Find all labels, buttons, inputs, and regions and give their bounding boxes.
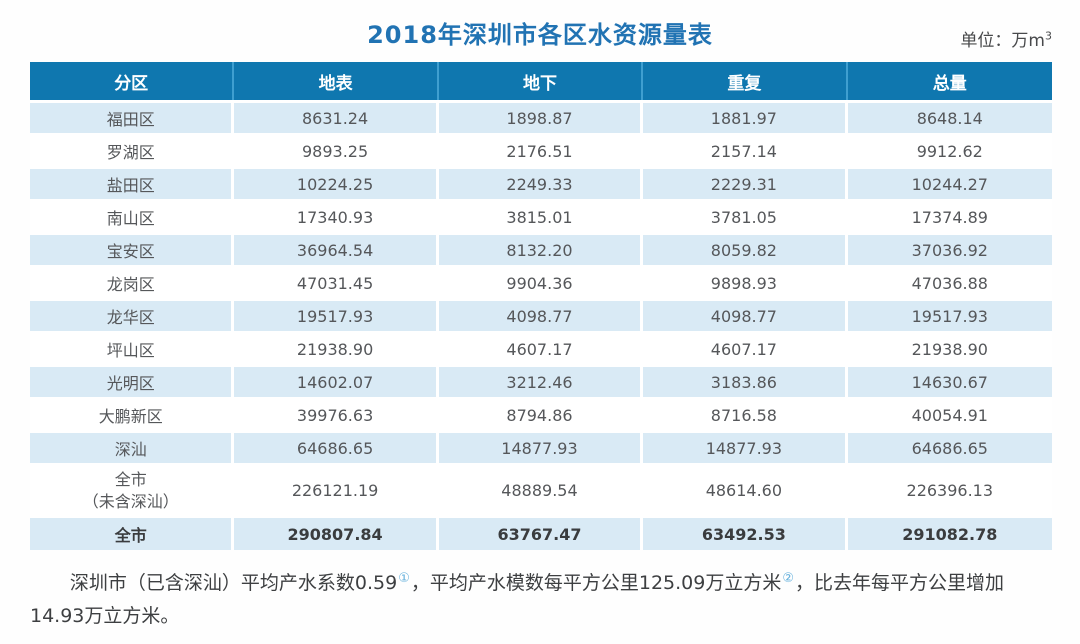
table-row: 福田区 8631.24 1898.87 1881.97 8648.14 [30,100,1052,133]
district-cell: 全市 [30,515,235,551]
page-title: 2018年深圳市各区水资源量表 [367,21,713,49]
table-row: 坪山区 21938.90 4607.17 4607.17 21938.90 [30,331,1052,364]
district-cell: 全市 （未含深汕） [30,463,235,516]
value-cell: 17340.93 [234,199,439,232]
table-row: 深汕 64686.65 14877.93 14877.93 64686.65 [30,430,1052,463]
value-cell: 9893.25 [234,133,439,166]
district-cell: 盐田区 [30,166,235,199]
value-cell: 9904.36 [438,265,644,298]
value-cell: 2249.33 [438,166,644,199]
value-cell: 8059.82 [643,232,848,265]
column-header-4: 总量 [847,62,1052,100]
value-cell: 48889.54 [438,463,644,516]
value-cell: 21938.90 [847,331,1052,364]
table-row: 盐田区 10224.25 2249.33 2229.31 10244.27 [30,166,1052,199]
table-row: 龙华区 19517.93 4098.77 4098.77 19517.93 [30,298,1052,331]
value-cell: 8716.58 [643,397,848,430]
value-cell: 8631.24 [234,100,439,133]
value-cell: 226121.19 [234,463,439,516]
district-cell: 罗湖区 [30,133,235,166]
table-row: 全市 （未含深汕） 226121.19 48889.54 48614.60 226396… [30,463,1052,516]
value-cell: 14877.93 [438,430,644,463]
district-cell: 大鹏新区 [30,397,235,430]
footnote-part2: ，平均产水模数每平方公里125.09万立方米 [410,572,782,595]
value-cell: 8794.86 [438,397,644,430]
footnote-part3: ，比去年每平方公里增加14.93万立方米。 [30,572,1005,628]
value-cell: 9912.62 [847,133,1052,166]
footnote: 深圳市（已含深汕）平均产水系数0.59①，平均产水模数每平方公里125.09万立… [30,567,1050,634]
value-cell: 64686.65 [847,430,1052,463]
value-cell: 2157.14 [643,133,848,166]
district-cell: 龙岗区 [30,265,235,298]
value-cell: 48614.60 [643,463,848,516]
column-header-3: 重复 [643,62,848,100]
value-cell: 3781.05 [643,199,848,232]
value-cell: 40054.91 [847,397,1052,430]
table-row: 龙岗区 47031.45 9904.36 9898.93 47036.88 [30,265,1052,298]
table-row-total: 全市 290807.84 63767.47 63492.53 291082.78 [30,515,1052,551]
header-row: 分区 地表 地下 重复 总量 [30,62,1052,100]
value-cell: 37036.92 [847,232,1052,265]
footnote-ref-2: ② [782,570,794,586]
district-cell: 深汕 [30,430,235,463]
column-header-0: 分区 [30,62,235,100]
water-resources-table: 分区 地表 地下 重复 总量 福田区 8631.24 1898.87 1881.97 8648.… [30,62,1052,551]
value-cell: 4098.77 [438,298,644,331]
value-cell: 17374.89 [847,199,1052,232]
value-cell: 14630.67 [847,364,1052,397]
page-header: 2018年深圳市各区水资源量表 单位：万m3 [0,0,1080,62]
value-cell: 291082.78 [847,515,1052,551]
value-cell: 4607.17 [438,331,644,364]
footnote-part1: 深圳市（已含深汕）平均产水系数0.59 [69,572,398,595]
value-cell: 4098.77 [643,298,848,331]
table-row: 宝安区 36964.54 8132.20 8059.82 37036.92 [30,232,1052,265]
district-cell: 宝安区 [30,232,235,265]
value-cell: 36964.54 [234,232,439,265]
value-cell: 63492.53 [643,515,848,551]
value-cell: 47036.88 [847,265,1052,298]
value-cell: 3183.86 [643,364,848,397]
unit-text: 单位：万m [960,31,1045,51]
district-cell: 福田区 [30,100,235,133]
value-cell: 19517.93 [847,298,1052,331]
value-cell: 8648.14 [847,100,1052,133]
table-body: 福田区 8631.24 1898.87 1881.97 8648.14 罗湖区 9893.2… [30,100,1052,551]
column-header-1: 地表 [234,62,439,100]
value-cell: 2229.31 [643,166,848,199]
value-cell: 21938.90 [234,331,439,364]
value-cell: 19517.93 [234,298,439,331]
value-cell: 64686.65 [234,430,439,463]
unit-superscript: 3 [1045,29,1052,43]
value-cell: 47031.45 [234,265,439,298]
value-cell: 14602.07 [234,364,439,397]
value-cell: 10224.25 [234,166,439,199]
district-cell: 龙华区 [30,298,235,331]
unit-label: 单位：万m3 [960,26,1052,51]
value-cell: 9898.93 [643,265,848,298]
district-cell: 坪山区 [30,331,235,364]
value-cell: 39976.63 [234,397,439,430]
value-cell: 14877.93 [643,430,848,463]
value-cell: 10244.27 [847,166,1052,199]
value-cell: 4607.17 [643,331,848,364]
value-cell: 3212.46 [438,364,644,397]
district-cell: 光明区 [30,364,235,397]
value-cell: 2176.51 [438,133,644,166]
table-row: 光明区 14602.07 3212.46 3183.86 14630.67 [30,364,1052,397]
table-row: 大鹏新区 39976.63 8794.86 8716.58 40054.91 [30,397,1052,430]
table-row: 南山区 17340.93 3815.01 3781.05 17374.89 [30,199,1052,232]
table-row: 罗湖区 9893.25 2176.51 2157.14 9912.62 [30,133,1052,166]
district-cell: 南山区 [30,199,235,232]
value-cell: 1881.97 [643,100,848,133]
footnote-ref-1: ① [398,570,410,586]
column-header-2: 地下 [438,62,644,100]
value-cell: 1898.87 [438,100,644,133]
value-cell: 63767.47 [438,515,644,551]
value-cell: 8132.20 [438,232,644,265]
value-cell: 3815.01 [438,199,644,232]
value-cell: 226396.13 [847,463,1052,516]
value-cell: 290807.84 [234,515,439,551]
